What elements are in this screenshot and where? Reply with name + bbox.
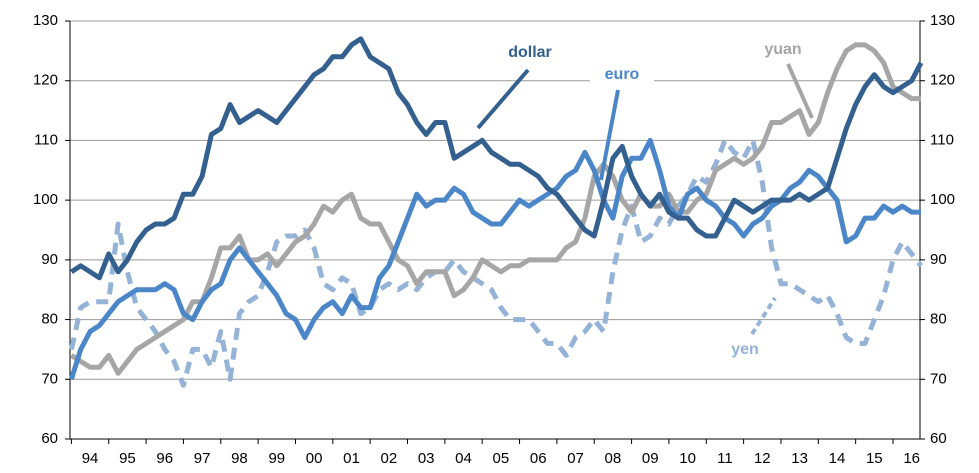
x-tick-label: 10 xyxy=(679,450,696,467)
y2-tick-label: 80 xyxy=(930,311,947,328)
x-tick-label: 03 xyxy=(418,450,435,467)
y-tick-label: 120 xyxy=(33,72,58,89)
line-dollar xyxy=(70,36,924,281)
x-tick-label: 14 xyxy=(829,450,846,467)
x-tick-label: 12 xyxy=(754,450,771,467)
y2-tick-label: 60 xyxy=(930,430,947,447)
line-yuan xyxy=(70,42,921,376)
series-label: euro xyxy=(605,66,640,83)
x-tick-label: 02 xyxy=(380,450,397,467)
y2-tick-label: 130 xyxy=(930,12,955,29)
x-tick-label: 98 xyxy=(231,450,248,467)
series-label: dollar xyxy=(508,44,552,61)
y2-tick-label: 70 xyxy=(930,370,947,387)
x-tick-label: 07 xyxy=(567,450,584,467)
y-tick-label: 80 xyxy=(41,311,58,328)
x-tick-label: 08 xyxy=(605,450,622,467)
label-bg xyxy=(498,42,562,64)
x-tick-label: 01 xyxy=(343,450,360,467)
x-tick-label: 94 xyxy=(82,450,99,467)
leader-line xyxy=(750,296,777,336)
x-tick-label: 05 xyxy=(493,450,510,467)
y-tick-label: 60 xyxy=(41,430,58,447)
x-tick-label: 97 xyxy=(194,450,211,467)
series-label: yen xyxy=(731,341,759,358)
x-tick-label: 11 xyxy=(717,450,733,467)
x-tick-label: 16 xyxy=(903,450,920,467)
y-tick-label: 130 xyxy=(33,12,58,29)
label-bg xyxy=(713,339,777,361)
x-tick-label: 96 xyxy=(156,450,173,467)
series-label: yuan xyxy=(764,41,801,58)
x-tick-label: 15 xyxy=(866,450,883,467)
y2-tick-label: 100 xyxy=(930,191,955,208)
y-tick-label: 90 xyxy=(41,251,58,268)
label-bg xyxy=(751,39,815,61)
x-tick-label: 00 xyxy=(306,450,323,467)
leader-line xyxy=(476,68,530,130)
x-tick-label: 99 xyxy=(268,450,285,467)
leader-line xyxy=(786,63,814,119)
label-bg xyxy=(590,64,654,86)
x-tick-label: 04 xyxy=(455,450,472,467)
y2-tick-label: 90 xyxy=(930,251,947,268)
y2-tick-label: 110 xyxy=(930,131,954,148)
y-tick-label: 100 xyxy=(33,191,58,208)
y-tick-label: 110 xyxy=(34,131,58,148)
x-tick-label: 06 xyxy=(530,450,547,467)
y2-tick-label: 120 xyxy=(930,72,955,89)
x-tick-label: 09 xyxy=(642,450,659,467)
x-tick-label: 13 xyxy=(791,450,808,467)
line-yen xyxy=(68,137,923,388)
y-tick-label: 70 xyxy=(41,370,58,387)
leader-line xyxy=(599,89,620,181)
x-tick-label: 95 xyxy=(119,450,136,467)
